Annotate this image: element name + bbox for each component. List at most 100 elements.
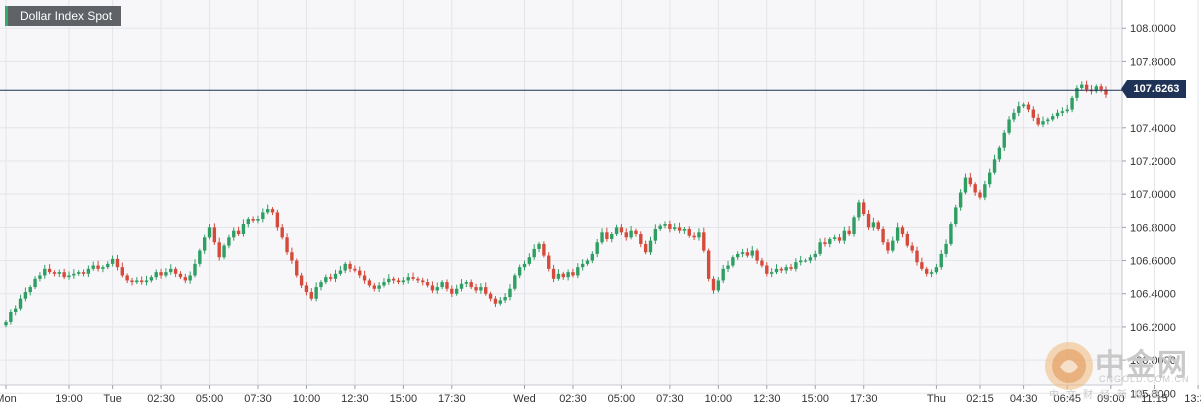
candle-body — [803, 260, 808, 262]
candle-body — [280, 227, 284, 238]
candle-body — [842, 230, 847, 241]
x-tick-label: 17:30 — [438, 393, 466, 405]
candle-body — [261, 212, 265, 220]
candle-body — [973, 184, 977, 193]
candle-body — [1046, 119, 1050, 122]
candle-body — [653, 229, 658, 241]
candle-body — [813, 253, 817, 258]
x-tick-label: 05:00 — [608, 393, 636, 405]
candle-body — [1104, 89, 1108, 95]
candle-body — [881, 229, 885, 243]
candle-body — [81, 272, 86, 274]
candle-body — [217, 242, 221, 258]
candle-body — [222, 245, 226, 258]
candle-body — [13, 308, 18, 312]
candle-body — [348, 263, 352, 269]
candle-body — [929, 272, 934, 274]
candle-body — [682, 229, 687, 231]
candle-body — [246, 219, 250, 225]
candle-body — [493, 298, 498, 304]
candle-body — [299, 275, 304, 286]
candle-body — [997, 147, 1002, 160]
candle-body — [968, 177, 973, 185]
candle-body — [367, 280, 372, 286]
candle-body — [154, 272, 158, 278]
candle-body — [789, 267, 793, 269]
x-tick-label: 15:00 — [801, 393, 829, 405]
candle-body — [624, 232, 628, 238]
candle-body — [954, 207, 958, 225]
candle-body — [1055, 112, 1060, 117]
x-tick-label: 12:30 — [753, 393, 781, 405]
y-tick-label: 106.2000 — [1130, 322, 1176, 334]
candle-body — [958, 192, 963, 208]
candle-body — [1060, 111, 1065, 113]
candle-body — [862, 202, 866, 215]
candle-body — [328, 277, 333, 279]
candle-body — [382, 282, 386, 286]
candle-body — [944, 243, 948, 254]
candle-body — [47, 268, 52, 273]
y-tick-label: 108.0000 — [1130, 23, 1176, 35]
x-tick-label: 06:45 — [1053, 393, 1081, 405]
candle-body — [508, 288, 512, 298]
candle-body — [745, 252, 750, 256]
candle-body — [1031, 109, 1036, 118]
chart-title: Dollar Index Spot — [5, 6, 122, 26]
candle-body — [333, 273, 338, 279]
candle-body — [547, 255, 551, 269]
candle-body — [450, 288, 454, 294]
candle-body — [295, 260, 299, 276]
candle-body — [411, 277, 415, 279]
candle-body — [23, 292, 28, 299]
candle-body — [905, 233, 910, 246]
candle-body — [72, 273, 76, 276]
x-tick-label: 11:15 — [1141, 393, 1168, 405]
candle-body — [18, 298, 23, 309]
candle-body — [522, 263, 527, 268]
x-tick-label: 07:30 — [244, 393, 272, 405]
candle-body — [164, 272, 168, 276]
candle-body — [920, 262, 924, 269]
candle-body — [1065, 109, 1069, 112]
candle-body — [38, 275, 42, 279]
x-tick-label: 17:30 — [850, 393, 878, 405]
candle-body — [643, 243, 648, 253]
candle-body — [949, 224, 953, 244]
x-tick-label: 19:00 — [55, 393, 83, 405]
candle-body — [648, 240, 653, 253]
candle-body — [144, 280, 149, 283]
candle-body — [668, 224, 672, 230]
candle-body — [823, 242, 827, 244]
watermark-url: CNGOLD.COM.CN — [1099, 374, 1190, 384]
x-tick-label: Mon — [0, 393, 17, 405]
candle-body — [1094, 86, 1099, 92]
coin-icon — [1045, 342, 1093, 390]
candle-body — [9, 311, 13, 322]
candle-body — [585, 260, 590, 264]
x-tick-label: 15:00 — [390, 393, 418, 405]
candle-body — [406, 277, 410, 281]
candle-body — [343, 263, 347, 271]
candle-body — [799, 260, 803, 263]
candle-body — [377, 285, 381, 289]
x-tick-label: 13:30 — [1184, 393, 1201, 405]
candle-body — [232, 230, 236, 238]
candle-body — [832, 237, 837, 239]
candle-body — [934, 267, 939, 273]
candle-body — [57, 272, 61, 274]
candle-body — [106, 263, 110, 268]
candle-body — [692, 235, 696, 238]
y-tick-label: 106.0000 — [1130, 355, 1176, 367]
y-tick-label: 107.4000 — [1130, 123, 1176, 135]
candle-body — [469, 282, 473, 288]
candle-body — [779, 268, 784, 271]
candle-body — [290, 252, 294, 261]
candle-body — [227, 237, 231, 246]
candle-body — [702, 232, 706, 251]
candle-body — [721, 268, 725, 281]
candle-body — [256, 219, 260, 221]
candle-body — [605, 232, 609, 239]
watermark-tagline: 中文财经新媒体 — [1049, 390, 1168, 401]
candle-body — [314, 287, 318, 299]
